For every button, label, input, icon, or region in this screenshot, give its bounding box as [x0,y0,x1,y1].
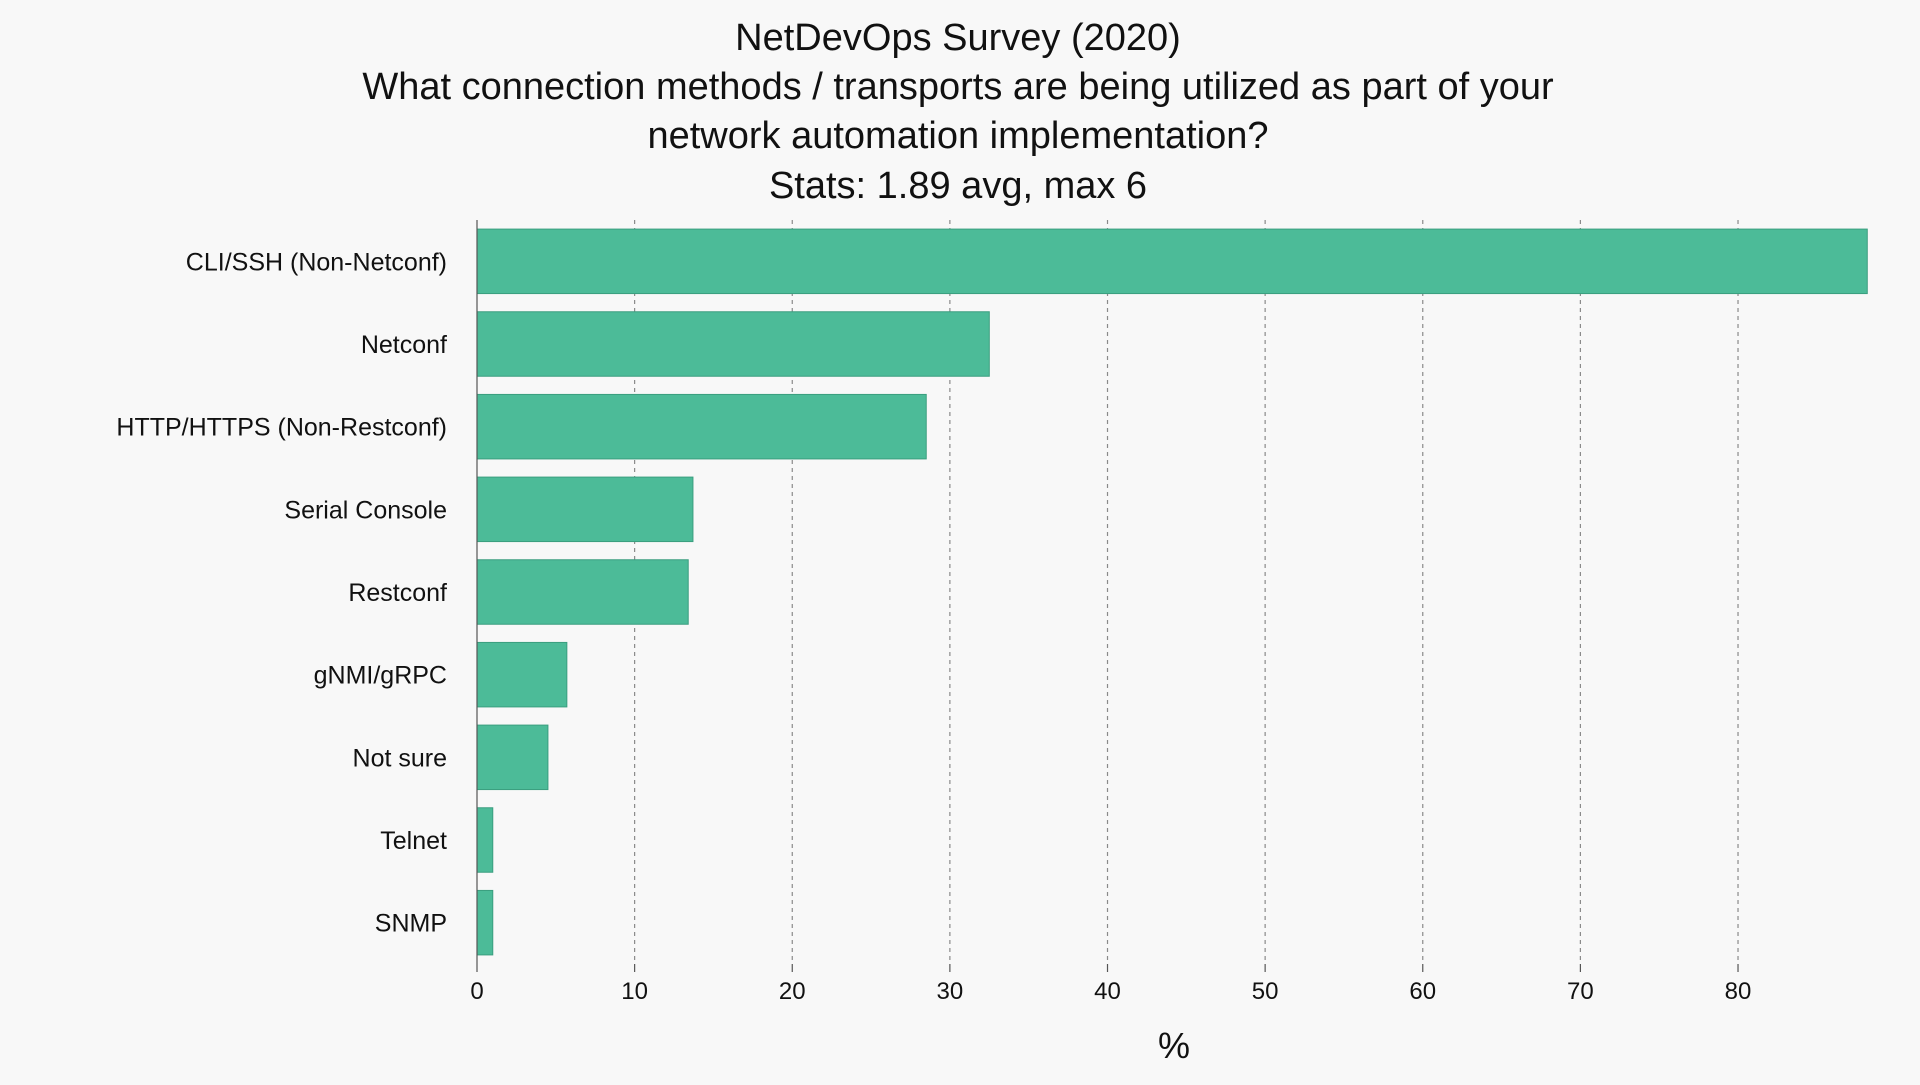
x-tick-label-40: 40 [1094,978,1121,1005]
category-label-5: gNMI/gRPC [314,662,447,690]
category-label-7: Telnet [380,827,447,855]
x-tick-label-0: 0 [470,978,483,1005]
chart-title-line-3: network automation implementation? [647,115,1268,157]
x-tick-label-20: 20 [779,978,806,1005]
category-label-3: Serial Console [284,496,447,524]
category-label-8: SNMP [375,910,447,938]
bar-1 [476,311,990,377]
x-tick-label-70: 70 [1567,978,1594,1005]
bar-6 [476,724,549,791]
bar-2 [476,393,927,460]
x-tick-label-50: 50 [1252,978,1279,1005]
x-tick-label-60: 60 [1409,978,1436,1005]
category-label-4: Restconf [348,579,447,607]
category-label-6: Not sure [353,744,447,772]
chart-subtitle-stats: Stats: 1.89 avg, max 6 [769,165,1147,207]
bar-5 [476,641,568,708]
x-axis: 0 10 20 30 40 50 60 70 80 [470,220,1751,1005]
x-tick-label-10: 10 [621,978,648,1005]
bar-7 [476,807,494,873]
x-axis-title: % [1158,1025,1190,1066]
category-labels: CLI/SSH (Non-Netconf) Netconf HTTP/HTTPS (… [116,248,447,937]
x-tick-label-30: 30 [937,978,964,1005]
x-tick-label-80: 80 [1725,978,1752,1005]
chart-title: NetDevOps Survey (2020) What connection … [362,17,1554,207]
bar-0 [476,228,1868,295]
category-label-0: CLI/SSH (Non-Netconf) [186,248,447,276]
bars [476,228,1868,956]
bar-8 [476,889,494,956]
chart-title-line-1: NetDevOps Survey (2020) [735,17,1181,59]
category-label-2: HTTP/HTTPS (Non-Restconf) [116,414,447,442]
category-label-1: Netconf [361,331,447,359]
bar-4 [476,559,689,625]
bar-3 [476,476,694,543]
chart-title-line-2: What connection methods / transports are… [362,66,1554,108]
